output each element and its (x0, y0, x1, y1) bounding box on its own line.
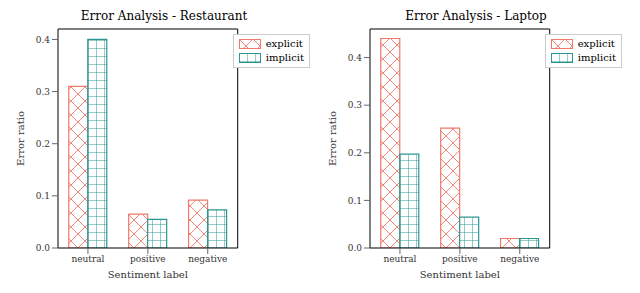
svg-text:0.2: 0.2 (36, 139, 50, 149)
html-text:Error Analysis - Laptop: Error Analysis - Laptop (405, 9, 547, 23)
svg-text:0.3: 0.3 (348, 100, 363, 110)
svg-text:neutral: neutral (383, 254, 416, 264)
svg-text:0.1: 0.1 (348, 196, 362, 206)
svg-text:positive: positive (442, 254, 478, 264)
svg-text:negative: negative (500, 254, 539, 264)
html-text:implicit: implicit (265, 52, 304, 63)
svg-text:0.3: 0.3 (36, 87, 51, 97)
svg-text:neutral: neutral (71, 254, 104, 264)
svg-text:negative: negative (188, 254, 227, 264)
svg-text:0.2: 0.2 (348, 148, 362, 158)
html-text:explicit: explicit (265, 38, 303, 49)
svg-text:0.0: 0.0 (36, 243, 51, 253)
svg-text:Error ratio: Error ratio (15, 111, 26, 166)
svg-text:Sentiment label: Sentiment label (420, 269, 500, 280)
svg-text:0.1: 0.1 (36, 191, 50, 201)
svg-text:Error ratio: Error ratio (327, 111, 338, 166)
html-text:Error Analysis - Restaurant: Error Analysis - Restaurant (80, 9, 248, 23)
html-text:implicit: implicit (577, 52, 616, 63)
svg-text:Sentiment label: Sentiment label (108, 269, 188, 280)
svg-text:0.4: 0.4 (36, 35, 51, 45)
svg-text:positive: positive (130, 254, 166, 264)
svg-text:0.0: 0.0 (348, 243, 363, 253)
svg-text:0.4: 0.4 (348, 53, 363, 63)
html-text:explicit: explicit (577, 38, 615, 49)
